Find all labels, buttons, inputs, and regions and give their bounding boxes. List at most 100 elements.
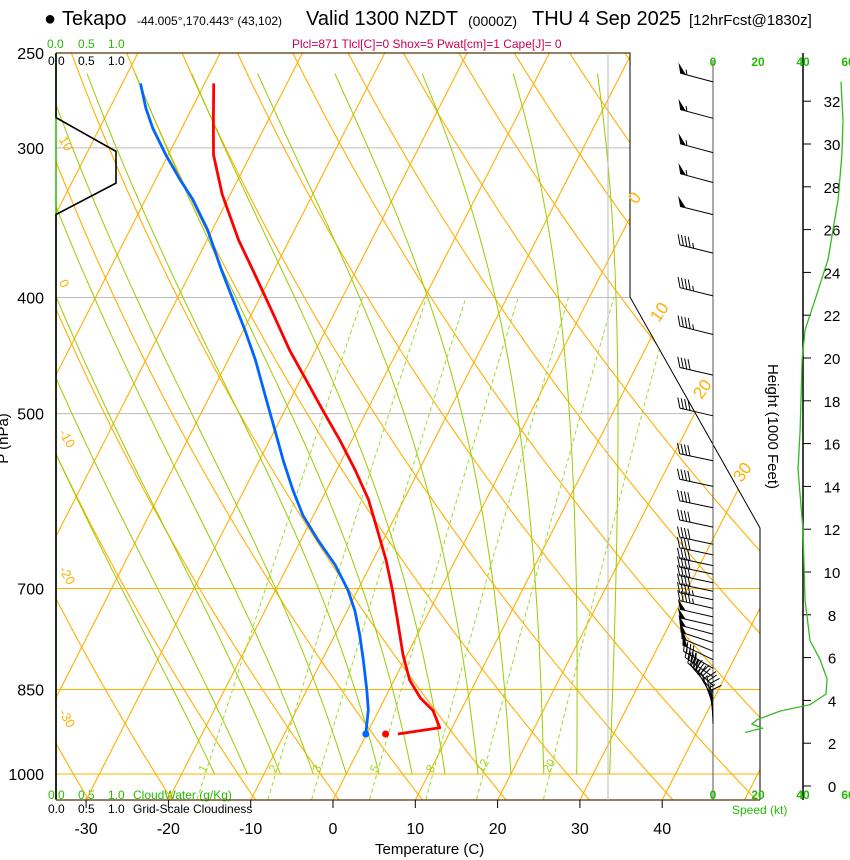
dry-adiabat-line	[237, 53, 760, 800]
wind-barb-staff	[677, 547, 714, 567]
moist-adiabat-line	[134, 73, 413, 775]
moist-adiabat-line	[334, 73, 512, 775]
wind-barb-pennant	[681, 627, 688, 641]
temperature-tick-label: -10	[239, 821, 262, 838]
wind-barb-staff	[679, 617, 714, 626]
dry-adiabat-line	[403, 53, 760, 800]
dry-adiabat-line	[56, 53, 259, 800]
zulu-time: (0000Z)	[468, 13, 518, 29]
cloud-water-tick: 1.0	[108, 37, 125, 51]
dry-adiabat-line	[56, 53, 176, 800]
wind-barb-pennant	[677, 607, 686, 620]
theta-label: -30	[56, 707, 78, 731]
moist-adiabat-line	[597, 73, 619, 775]
cloudiness-tick: 1.0	[108, 802, 125, 816]
wind-barb	[683, 640, 714, 669]
wind-barb-staff	[683, 640, 714, 669]
wind-barb	[677, 547, 714, 567]
height-tick-label: 6	[828, 651, 836, 668]
mixing-ratio-line	[476, 297, 615, 800]
dewpoint-line	[139, 83, 370, 735]
pressure-tick-label: 400	[17, 291, 44, 308]
wind-barb	[678, 62, 714, 83]
wind-barb	[678, 163, 714, 183]
wind-barb-staff	[680, 69, 714, 83]
dry-adiabat-line	[458, 53, 760, 800]
wind-barb	[677, 607, 714, 626]
wind-barb-pennant	[678, 133, 686, 146]
data-layer	[55, 53, 844, 800]
dry-adiabat-line	[846, 53, 850, 804]
wind-barb	[677, 276, 714, 297]
wind-barb	[677, 590, 714, 609]
wind-barb	[678, 133, 714, 154]
dry-adiabat-line	[70, 53, 511, 800]
wind-barb-staff	[680, 105, 714, 119]
speed-tick-label: 40	[796, 55, 810, 69]
moist-adiabat-line	[257, 73, 479, 775]
temperature-tick-label: 10	[406, 821, 424, 838]
speed-tick-label: 60	[841, 55, 850, 69]
cloudiness-line	[55, 53, 117, 800]
wind-barb	[678, 195, 714, 216]
station-bullet: ●	[44, 8, 57, 30]
height-tick-label: 10	[824, 565, 841, 582]
dry-adiabat-line	[56, 53, 343, 800]
x-axis-title: Temperature (C)	[375, 841, 485, 858]
dry-adiabat-line	[56, 53, 427, 800]
wind-barb	[677, 573, 714, 592]
speed-tick-label: 60	[841, 788, 850, 802]
theta-label: 0	[56, 277, 73, 291]
height-tick-label: 0	[828, 779, 836, 796]
cloud-water-tick: 0.0	[47, 37, 64, 51]
wind-barb	[677, 582, 714, 601]
wind-barb	[711, 684, 722, 724]
wind-barb-staff	[677, 509, 714, 528]
dry-adiabat-line	[679, 53, 760, 800]
wind-barb	[677, 356, 714, 376]
wind-barb	[677, 397, 714, 417]
mixing-ratio-line	[311, 297, 467, 800]
moist-adiabat-line	[421, 73, 545, 775]
moist-adiabat-line	[56, 73, 347, 775]
height-tick-label: 12	[824, 522, 841, 539]
wind-barb-staff	[677, 556, 714, 575]
isotherm-line	[56, 53, 221, 800]
wind-barb	[677, 556, 714, 575]
isotherm-line	[332, 53, 715, 800]
wind-barb	[677, 598, 714, 618]
isotherm-line	[497, 53, 760, 800]
valid-time: Valid 1300 NZDT	[306, 8, 458, 30]
wind-barb-staff	[677, 590, 714, 609]
dry-adiabat-line	[624, 53, 760, 800]
height-tick-label: 20	[824, 351, 841, 368]
isotherm-line	[661, 53, 760, 800]
height-tick-label: 16	[824, 437, 841, 454]
height-tick-label: 22	[824, 308, 841, 325]
height-tick-label: 28	[824, 180, 841, 197]
wind-barb	[677, 489, 714, 509]
height-tick-label: 2	[828, 736, 836, 753]
wind-barb	[677, 509, 714, 528]
temperature-line	[211, 83, 442, 736]
isotherm-label: 10	[646, 299, 672, 325]
wind-barb	[684, 646, 714, 678]
speed-tick-label: 0	[710, 788, 717, 802]
height-tick-label: 18	[824, 394, 841, 411]
height-tick-label: 30	[824, 137, 841, 154]
moist-adiabat-line	[512, 73, 578, 775]
isotherm-label: 0	[624, 189, 645, 208]
theta-label: -20	[56, 564, 78, 588]
isotherm-line	[414, 53, 760, 800]
wind-barb-staff	[677, 489, 714, 509]
wind-barb-staff	[711, 684, 722, 724]
dry-adiabat-line	[735, 53, 760, 800]
forecast-info: [12hrFcst@1830z]	[689, 12, 812, 29]
isotherm-line	[56, 53, 139, 800]
mixing-ratio-line	[425, 297, 569, 800]
moist-adiabat-line	[86, 73, 380, 775]
height-tick-label: 14	[824, 479, 841, 496]
wind-barb-staff	[677, 582, 714, 601]
wind-barb	[677, 468, 714, 487]
